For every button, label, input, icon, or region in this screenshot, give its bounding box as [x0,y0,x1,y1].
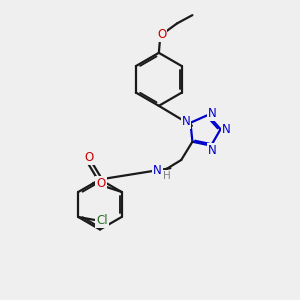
Text: N: N [208,107,217,120]
Text: N: N [182,115,190,128]
Text: N: N [153,164,162,177]
Text: O: O [84,151,94,164]
Text: H: H [163,171,170,181]
Text: Cl: Cl [96,214,108,227]
Text: O: O [157,28,167,41]
Text: N: N [208,144,217,157]
Text: N: N [221,123,230,136]
Text: O: O [96,177,106,190]
